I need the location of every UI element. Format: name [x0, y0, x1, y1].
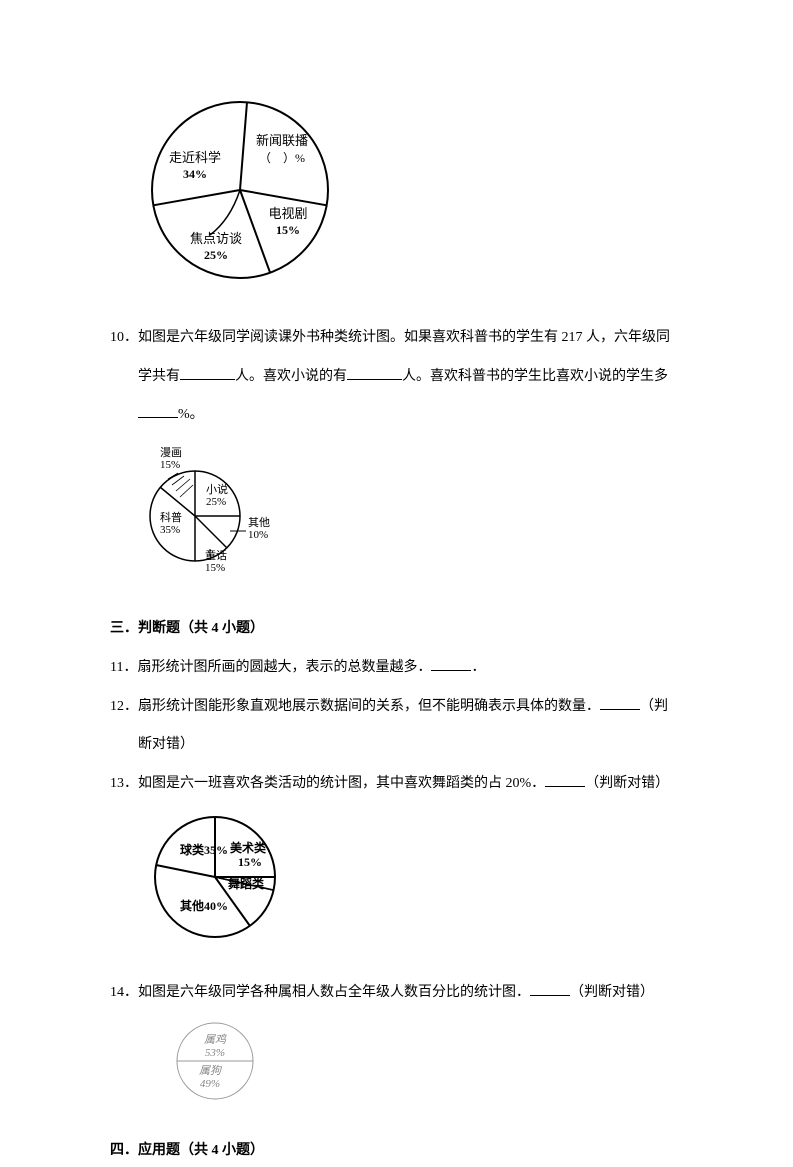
q-num: 11．: [110, 660, 137, 675]
q-num: 13．: [110, 776, 138, 791]
slice-label: 电视剧: [268, 206, 307, 221]
slice-value: 35%: [160, 524, 180, 536]
q-text: 学共有: [138, 369, 180, 384]
q-text: 如图是六一班喜欢各类活动的统计图，其中喜欢舞蹈类的占 20%．: [138, 776, 545, 791]
slice-value: （ ）%: [259, 151, 305, 165]
question-11: 11．扇形统计图所画的圆越大，表示的总数量越多． ．: [110, 653, 683, 684]
slice-label: 舞蹈类: [227, 876, 265, 891]
pie-chart-1: 新闻联播 （ ）% 电视剧 15% 焦点访谈 25% 走近科学 34%: [140, 90, 340, 290]
chart-zodiac: 属鸡 53% 属狗 49%: [170, 1019, 683, 1117]
q-text: 如图是六年级同学各种属相人数占全年级人数百分比的统计图．: [138, 985, 530, 1000]
section-4-heading: 四．应用题（共 4 小题）: [110, 1136, 683, 1167]
slice-label: 球类35%: [180, 842, 228, 857]
q-text: （判断对错）: [570, 985, 654, 1000]
slice-value: 15%: [276, 223, 300, 237]
slice-label: 焦点访谈: [190, 231, 242, 246]
slice-label: 属狗: [199, 1064, 223, 1077]
slice-value: 15%: [160, 459, 180, 471]
slice-value: 49%: [200, 1078, 220, 1090]
blank-input[interactable]: [545, 771, 585, 787]
q-text: （判断对错）: [585, 776, 669, 791]
slice-value: 10%: [248, 529, 268, 541]
q-text: %。: [178, 407, 204, 422]
q-num: 10．: [110, 330, 138, 345]
pie-chart-2: 漫画 15% 小说 25% 其他 10% 童话 15% 科普 35%: [130, 441, 280, 581]
slice-value: 15%: [238, 855, 262, 869]
blank-input[interactable]: [600, 694, 640, 710]
q-text: 人。喜欢科普书的学生比喜欢小说的学生多: [402, 369, 668, 384]
slice-value: 25%: [204, 248, 228, 262]
slice-label: 其他40%: [180, 898, 228, 913]
blank-input[interactable]: [530, 980, 570, 996]
slice-value: 34%: [183, 167, 207, 181]
question-13: 13．如图是六一班喜欢各类活动的统计图，其中喜欢舞蹈类的占 20%． （判断对错）: [110, 769, 683, 800]
chart-reading-categories: 漫画 15% 小说 25% 其他 10% 童话 15% 科普 35%: [130, 441, 683, 594]
slice-value: 53%: [205, 1047, 225, 1059]
q-text: （判: [640, 699, 668, 714]
question-10: 10．如图是六年级同学阅读课外书种类统计图。如果喜欢科普书的学生有 217 人，…: [110, 323, 683, 354]
slice-label: 属鸡: [204, 1033, 227, 1046]
question-10-line3: %。: [110, 400, 683, 431]
slice-label: 美术类: [230, 840, 267, 855]
q-text: 断对错）: [138, 737, 194, 752]
chart-tv-programs: 新闻联播 （ ）% 电视剧 15% 焦点访谈 25% 走近科学 34%: [140, 90, 683, 303]
slice-label: 童话: [205, 548, 227, 562]
question-10-line2: 学共有 人。喜欢小说的有 人。喜欢科普书的学生比喜欢小说的学生多: [110, 362, 683, 393]
blank-input[interactable]: [431, 655, 471, 671]
q-text: 扇形统计图所画的圆越大，表示的总数量越多．: [137, 660, 431, 675]
q-text: ．: [471, 660, 485, 675]
chart-activities: 球类35% 美术类 15% 舞蹈类 其他40%: [140, 810, 683, 958]
q-num: 14．: [110, 985, 138, 1000]
slice-label: 其他: [248, 516, 270, 529]
q-text: 如图是六年级同学阅读课外书种类统计图。如果喜欢科普书的学生有 217 人，六年级…: [138, 330, 670, 345]
question-12: 12．扇形统计图能形象直观地展示数据间的关系，但不能明确表示具体的数量． （判: [110, 692, 683, 723]
pie-chart-4: 属鸡 53% 属狗 49%: [170, 1019, 260, 1104]
question-12-line2: 断对错）: [110, 730, 683, 761]
blank-input[interactable]: [347, 364, 402, 380]
q-text: 扇形统计图能形象直观地展示数据间的关系，但不能明确表示具体的数量．: [138, 699, 600, 714]
section-3-heading: 三．判断题（共 4 小题）: [110, 614, 683, 645]
slice-value: 15%: [205, 562, 225, 574]
pie-chart-3: 球类35% 美术类 15% 舞蹈类 其他40%: [140, 810, 290, 945]
blank-input[interactable]: [180, 364, 235, 380]
blank-input[interactable]: [138, 402, 178, 418]
slice-label: 漫画: [160, 445, 182, 459]
slice-label: 科普: [160, 510, 182, 524]
slice-label: 小说: [206, 482, 228, 496]
q-num: 12．: [110, 699, 138, 714]
question-14: 14．如图是六年级同学各种属相人数占全年级人数百分比的统计图． （判断对错）: [110, 978, 683, 1009]
slice-label: 新闻联播: [256, 133, 308, 148]
slice-label: 走近科学: [169, 150, 221, 165]
q-text: 人。喜欢小说的有: [235, 369, 347, 384]
slice-value: 25%: [206, 496, 226, 508]
